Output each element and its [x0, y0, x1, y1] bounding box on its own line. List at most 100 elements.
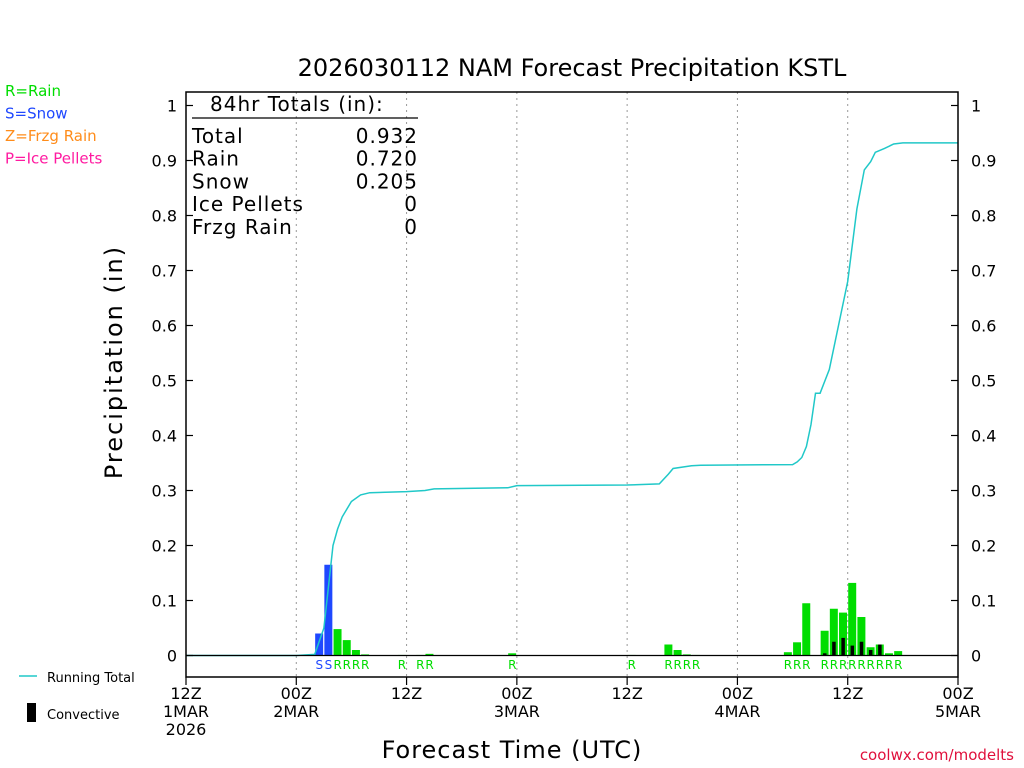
totals-title: 84hr Totals (in):: [210, 92, 384, 116]
totals-row-value: 0: [404, 192, 418, 216]
precip-type-label: R: [802, 658, 810, 672]
totals-row-value: 0.932: [356, 124, 418, 148]
precip-type-label: R: [508, 658, 516, 672]
precip-type-label: R: [848, 658, 856, 672]
totals-row-label: Frzg Rain: [192, 215, 293, 239]
precip-type-label: R: [425, 658, 433, 672]
precip-bar: [829, 608, 838, 656]
precip-type-label: R: [674, 658, 682, 672]
convective-bar: [859, 641, 864, 656]
y-tick-label: 0: [167, 647, 177, 666]
y-tick-label: 0.7: [971, 262, 996, 281]
precip-bar: [802, 603, 811, 656]
precip-bar: [333, 629, 342, 656]
x-tick-label: 12Z: [170, 684, 201, 703]
precip-bar: [315, 633, 324, 656]
precip-type-label: R: [784, 658, 792, 672]
y-tick-label: 0.2: [152, 537, 177, 556]
precip-type-label: R: [885, 658, 893, 672]
y-tick-label: 0.7: [152, 262, 177, 281]
x-tick-label: 5MAR: [935, 702, 981, 721]
precip-type-label: R: [692, 658, 700, 672]
precip-type-legend-item: P=Ice Pellets: [5, 150, 102, 168]
x-tick-label: 00Z: [281, 684, 312, 703]
precip-type-label: R: [628, 658, 636, 672]
y-tick-label: 0: [971, 647, 981, 666]
gridlines: [295, 92, 849, 677]
precip-type-legend-item: R=Rain: [5, 82, 61, 100]
precip-bar: [857, 617, 866, 656]
y-tick-label: 1: [167, 97, 177, 116]
y-tick-label: 0.1: [971, 592, 996, 611]
precip-type-label: S: [315, 658, 323, 672]
x-tick-label: 12Z: [832, 684, 863, 703]
precip-bars: [315, 564, 903, 656]
precip-bar: [425, 653, 434, 656]
precip-type-label: R: [839, 658, 847, 672]
x-tick-label: 1MAR: [163, 702, 209, 721]
x-tick-label: 00Z: [722, 684, 753, 703]
y-tick-label: 0.1: [152, 592, 177, 611]
precip-bar: [884, 653, 893, 656]
precip-type-legend: R=Rain S=Snow Z=Frzg Rain P=Ice Pellets: [5, 82, 102, 168]
convective-bar: [850, 645, 855, 656]
y-tick-label: 0.8: [971, 207, 996, 226]
y-tick-label: 0.2: [971, 537, 996, 556]
precip-bar: [793, 642, 802, 656]
precip-type-label: R: [398, 658, 406, 672]
precip-bar: [664, 644, 673, 656]
precip-bar: [673, 650, 682, 656]
x-tick-label: 00Z: [501, 684, 532, 703]
y-tick-label: 0.8: [152, 207, 177, 226]
credit-text: coolwx.com/modelts: [860, 746, 1014, 764]
x-axis-label: Forecast Time (UTC): [382, 736, 643, 764]
x-tick-label: 2026: [166, 720, 207, 739]
running-total-line: [186, 142, 958, 657]
totals-row-label: Ice Pellets: [192, 192, 304, 216]
precip-bar: [342, 640, 351, 656]
precip-type-label: R: [876, 658, 884, 672]
convective-legend-label: Convective: [47, 708, 120, 723]
plot-frame: [185, 91, 959, 678]
precip-bar: [839, 612, 848, 656]
y-tick-label: 0.3: [971, 482, 996, 501]
precip-type-label: R: [343, 658, 351, 672]
x-tick-label: 4MAR: [714, 702, 760, 721]
precip-bar: [324, 564, 333, 656]
convective-bar: [822, 653, 827, 656]
convective-legend-swatch: [27, 703, 36, 722]
precip-type-label: R: [333, 658, 341, 672]
y-tick-label: 0.5: [152, 372, 177, 391]
x-tick-label: 00Z: [942, 684, 973, 703]
precip-type-label: R: [361, 658, 369, 672]
precip-type-label: R: [416, 658, 424, 672]
totals-row-value: 0: [404, 215, 418, 239]
precip-type-label: S: [325, 658, 333, 672]
chart-title: 2026030112 NAM Forecast Precipitation KS…: [298, 54, 847, 82]
totals-row-label: Total: [191, 124, 244, 148]
y-tick-label: 0.5: [971, 372, 996, 391]
y-tick-label: 0.6: [971, 317, 996, 336]
convective-bar: [832, 641, 836, 656]
precip-type-label: R: [830, 658, 838, 672]
y-tick-label: 0.4: [971, 427, 996, 446]
precip-type-label: R: [821, 658, 829, 672]
y-tick-label: 0.9: [152, 152, 177, 171]
convective-bar: [841, 637, 845, 656]
y-axis-left: 0 0.1 0.2 0.3 0.4 0.5 0.6 0.7 0.8 0.9 1: [152, 97, 193, 666]
y-axis-label: Precipitation (in): [100, 245, 128, 479]
y-tick-label: 1: [971, 97, 981, 116]
totals-row-label: Snow: [192, 169, 250, 193]
precip-type-label: R: [857, 658, 865, 672]
precip-type-label: R: [683, 658, 691, 672]
precip-bar: [351, 650, 360, 656]
precip-bar: [894, 651, 903, 656]
precip-type-label: R: [793, 658, 801, 672]
precip-bar: [783, 652, 792, 656]
x-tick-label: 12Z: [611, 684, 642, 703]
precip-type-label: R: [867, 658, 875, 672]
x-tick-label: 3MAR: [494, 702, 540, 721]
